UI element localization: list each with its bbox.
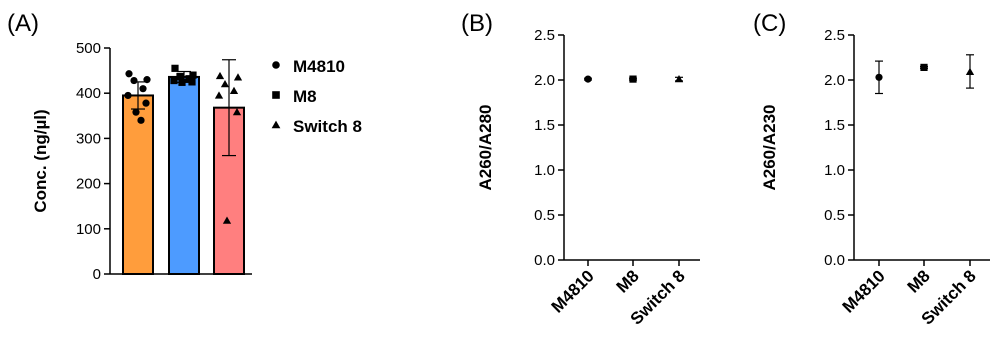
panel-a-y-tick-label: 200 (76, 176, 101, 193)
data-point (220, 80, 230, 88)
data-point (132, 108, 140, 116)
data-point (229, 86, 239, 95)
panel-c-y-tick-label: 0.5 (824, 207, 845, 224)
panel-b-y-tick-label: 0.0 (534, 252, 555, 269)
panel-c-y-tick-label: 1.5 (824, 117, 845, 134)
data-point (584, 75, 592, 83)
panel-b-label: (B) (461, 10, 493, 37)
panel-b-x-tick-label: M4810 (548, 266, 598, 316)
panel-a-y-tick-label: 300 (76, 130, 101, 147)
data-point (215, 71, 225, 80)
panel-b-y-tick-label: 0.5 (534, 207, 555, 224)
data-point (233, 73, 243, 81)
legend-label: Switch 8 (293, 117, 362, 136)
error-bar (131, 81, 145, 110)
panel-a-y-axis-title: Conc. (ng/µl) (31, 109, 50, 212)
data-point (170, 76, 178, 85)
data-point (139, 85, 147, 93)
data-point (142, 99, 150, 107)
data-point (875, 73, 883, 81)
data-point (232, 108, 242, 116)
panel-c-label: (C) (753, 10, 786, 37)
panel-c-y-tick-label: 2.5 (824, 27, 845, 44)
legend-label: M4810 (293, 57, 345, 76)
legend-marker (271, 120, 281, 129)
data-point (171, 64, 179, 72)
panel-c-y-tick-label: 0.0 (824, 252, 845, 269)
panel-b-y-tick-label: 2.5 (534, 27, 555, 44)
panel-a-y-tick-label: 500 (76, 40, 101, 57)
data-point (629, 75, 637, 83)
panel-a-y-tick-label: 100 (76, 221, 101, 238)
data-point (130, 76, 138, 85)
panel-b-y-tick-label: 2.0 (534, 72, 555, 89)
data-point (143, 76, 151, 84)
panel-b-y-tick-label: 1.0 (534, 162, 555, 179)
bar-m4810 (122, 94, 154, 275)
legend-label: M8 (293, 87, 317, 106)
data-point (965, 67, 975, 76)
panel-b-y-tick-label: 1.5 (534, 117, 555, 134)
data-point (124, 91, 132, 100)
data-point (137, 116, 145, 124)
data-point (214, 91, 224, 99)
panel-c-x-tick-label: M8 (904, 266, 934, 296)
legend-marker (272, 91, 280, 99)
data-point (176, 72, 184, 81)
error-bar (222, 59, 236, 157)
panel-a: (A) 0 100 200 300 400 500 Conc. (ng/µl) M4810 M8 S… (7, 10, 362, 283)
data-point (188, 78, 196, 86)
bar-m8 (168, 75, 200, 276)
data-point (674, 74, 684, 83)
legend-marker (272, 61, 280, 69)
panel-c-y-tick-label: 1.0 (824, 162, 845, 179)
data-point (920, 63, 928, 71)
panel-a-y-tick-label: 0 (93, 266, 101, 283)
panel-a-y-tick-label: 400 (76, 85, 101, 102)
data-point (222, 216, 232, 224)
panel-b-y-axis-title: A260/A280 (476, 104, 495, 190)
data-point (189, 71, 197, 79)
panel-c-y-tick-label: 2.0 (824, 72, 845, 89)
panel-b-x-tick-label: M8 (613, 266, 643, 296)
data-point (125, 70, 133, 78)
panel-c-x-tick-label: M4810 (839, 266, 889, 316)
panel-c-y-axis-title: A260/A230 (760, 104, 779, 190)
panel-a-label: (A) (7, 10, 39, 37)
error-bar (177, 70, 191, 83)
